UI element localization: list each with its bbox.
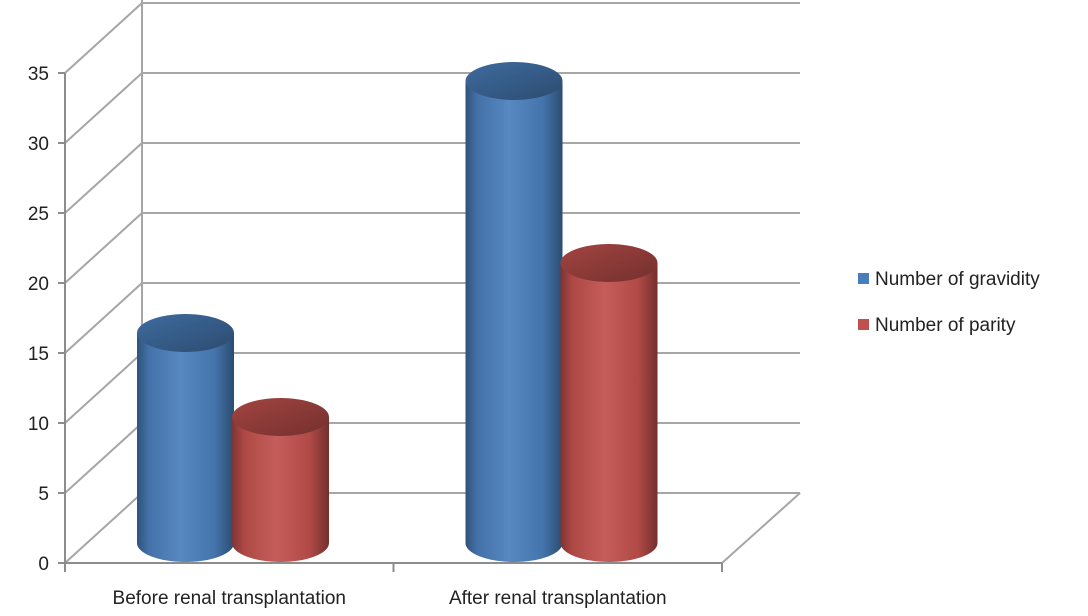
bars — [137, 62, 658, 562]
gridline-side — [64, 72, 143, 144]
bar-body — [232, 417, 329, 562]
bar-top — [232, 398, 329, 436]
legend-swatch — [858, 319, 869, 330]
x-category-label: After renal transplantation — [449, 588, 667, 609]
gridline-side — [64, 282, 143, 354]
bar — [560, 244, 658, 562]
y-tick-label: 35 — [28, 64, 49, 85]
legend-swatch — [858, 273, 869, 284]
floor-edge — [721, 492, 801, 564]
legend: Number of gravidity Number of parity — [858, 269, 1040, 336]
bar-body — [560, 263, 658, 562]
bar-body — [137, 333, 234, 562]
legend-label: Number of parity — [875, 315, 1016, 336]
y-tick-label: 15 — [28, 344, 49, 365]
gridline-side — [64, 212, 143, 284]
axes — [58, 72, 723, 572]
y-tick-label: 30 — [28, 134, 49, 155]
y-tick-label: 25 — [28, 204, 49, 225]
bar — [232, 398, 329, 562]
gridline-side — [64, 352, 143, 424]
gridline-side — [64, 492, 143, 564]
y-tick-label: 20 — [28, 274, 49, 295]
x-category-label: Before renal transplantation — [113, 588, 346, 609]
y-tick-label: 10 — [28, 414, 49, 435]
gridline-side — [64, 2, 143, 74]
y-tick-label: 5 — [38, 484, 49, 505]
bar-top — [137, 314, 234, 352]
y-tick-label: 0 — [38, 554, 49, 575]
bar-body — [465, 81, 563, 562]
bar-top — [560, 244, 658, 282]
legend-label: Number of gravidity — [875, 269, 1040, 290]
bar — [137, 314, 234, 562]
gridline-side — [64, 142, 143, 214]
labels: 0 5 10 15 20 25 30 35 Before renal transplantati… — [28, 64, 667, 609]
bar-top — [465, 62, 563, 100]
bar — [465, 62, 563, 562]
gridline-side — [64, 422, 143, 494]
